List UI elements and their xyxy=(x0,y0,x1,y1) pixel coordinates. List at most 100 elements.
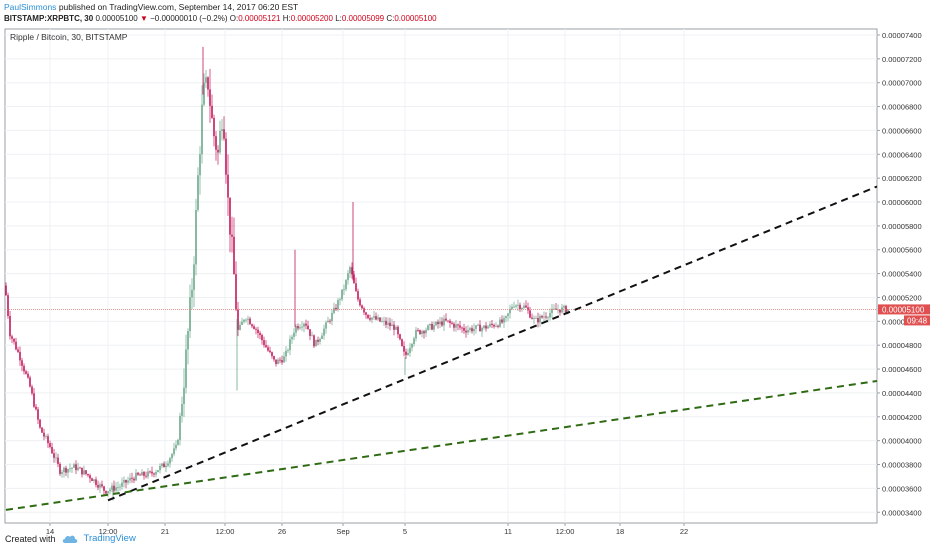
candle-body xyxy=(231,234,233,237)
candle-body xyxy=(285,350,287,357)
candle-body xyxy=(287,350,289,351)
tradingview-brand[interactable]: TradingView xyxy=(83,533,136,544)
close-label: C: xyxy=(386,14,395,23)
plot-frame xyxy=(4,28,878,524)
candle-body xyxy=(189,297,191,332)
candle-body xyxy=(297,326,299,329)
candle-body xyxy=(85,470,87,474)
candle-body xyxy=(427,325,429,330)
down-arrow-icon: ▼ xyxy=(139,14,148,23)
candle-body xyxy=(97,484,99,488)
open-value: 0.00005121 xyxy=(238,14,281,23)
candle-body xyxy=(235,274,237,310)
candle-body xyxy=(271,352,273,357)
candle-body xyxy=(409,347,411,353)
ohlc-line: BITSTAMP:XRPBTC, 30 0.00005100 ▼ −0.0000… xyxy=(4,13,437,24)
x-tick-label: 18 xyxy=(616,527,624,536)
candle-body xyxy=(31,386,33,394)
candle-body xyxy=(491,323,493,325)
candle-body xyxy=(411,343,413,348)
candle-body xyxy=(261,335,263,341)
candle-body xyxy=(63,467,65,473)
y-tick-label: 0.00006600 xyxy=(882,126,922,135)
low-value: 0.00005099 xyxy=(341,14,385,23)
created-with-label: Created with xyxy=(5,533,56,544)
candle-body xyxy=(87,473,89,476)
candle-body xyxy=(477,324,479,326)
candle-body xyxy=(225,138,227,175)
candle-body xyxy=(51,446,53,454)
candle-body xyxy=(175,444,177,449)
y-tick-label: 0.00006400 xyxy=(882,150,922,159)
x-tick-label: Sep xyxy=(336,527,349,536)
candle-body xyxy=(517,304,519,306)
close-value: 0.00005100 xyxy=(394,14,437,23)
candle-body xyxy=(273,356,275,360)
candle-body xyxy=(35,406,37,410)
candle-body xyxy=(525,305,527,308)
candle-body xyxy=(377,317,379,320)
candle-body xyxy=(495,325,497,327)
candle-body xyxy=(79,467,81,469)
candle-body xyxy=(259,332,261,336)
candle-body xyxy=(431,323,433,330)
candle-body xyxy=(275,359,277,365)
x-tick-label: 26 xyxy=(278,527,286,536)
candle-body xyxy=(441,321,443,326)
candle-body xyxy=(269,350,271,353)
candle-body xyxy=(61,472,63,474)
author-link[interactable]: PaulSimmons xyxy=(4,2,57,12)
candle-body xyxy=(363,308,365,313)
candle-body xyxy=(445,318,447,321)
y-tick-label: 0.00005400 xyxy=(882,270,922,279)
candle-body xyxy=(145,475,147,477)
candle-body xyxy=(75,464,77,471)
tradingview-logo-icon xyxy=(62,534,78,544)
candle-body xyxy=(169,458,171,464)
candle-body xyxy=(95,479,97,485)
candle-body xyxy=(539,316,541,323)
candle-body xyxy=(323,328,325,336)
candle-body xyxy=(455,324,457,328)
candle-body xyxy=(193,264,195,290)
candle-body xyxy=(157,470,159,473)
candle-body xyxy=(101,484,103,487)
candle-body xyxy=(497,325,499,327)
candle-body xyxy=(435,321,437,326)
candle-body xyxy=(209,89,211,106)
candle-body xyxy=(83,470,85,475)
candle-body xyxy=(489,323,491,327)
candle-body xyxy=(451,322,453,324)
candle-body xyxy=(115,487,117,491)
candle-body xyxy=(23,365,25,372)
candle-body xyxy=(319,338,321,342)
candle-body xyxy=(147,471,149,477)
candle-body xyxy=(81,467,83,475)
candle-body xyxy=(425,329,427,334)
candle-body xyxy=(135,472,137,481)
candle-body xyxy=(499,319,501,327)
y-tick-label: 0.00004000 xyxy=(882,437,922,446)
symbol-label: BITSTAMP:XRPBTC, 30 xyxy=(4,14,94,23)
candle-body xyxy=(113,485,115,491)
candle-body xyxy=(229,197,231,235)
candle-body xyxy=(173,448,175,455)
candle-body xyxy=(257,329,259,333)
candle-body xyxy=(105,490,107,494)
candle-body xyxy=(223,129,225,139)
candle-body xyxy=(253,326,255,329)
candle-body xyxy=(21,360,23,366)
candle-body xyxy=(503,318,505,323)
candle-body xyxy=(317,339,319,342)
candle-body xyxy=(57,457,59,464)
candle-body xyxy=(375,316,377,320)
candle-body xyxy=(537,318,539,323)
candle-body xyxy=(37,409,39,420)
candle-body xyxy=(177,439,179,445)
y-tick-label: 0.00007000 xyxy=(882,79,922,88)
candle-body xyxy=(277,359,279,365)
candle-body xyxy=(549,313,551,318)
candle-body xyxy=(407,352,409,355)
candle-body xyxy=(511,306,513,309)
